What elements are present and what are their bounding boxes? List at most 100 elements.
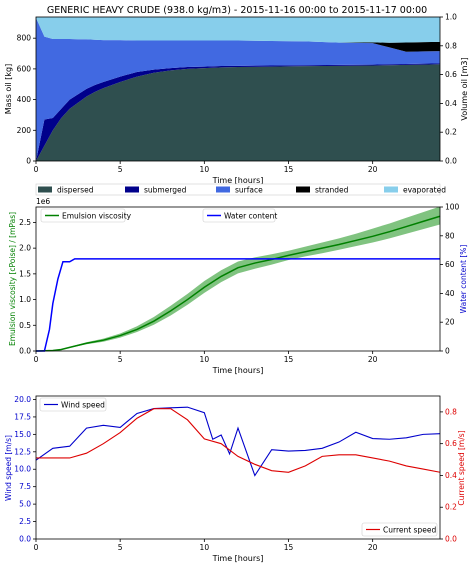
viscosity-legend: Emulsion viscosity bbox=[40, 208, 132, 223]
legend-frame bbox=[35, 183, 441, 196]
x-tick-label: 0 bbox=[34, 543, 39, 552]
area-stranded bbox=[36, 17, 440, 52]
viscosity-x-label: Time [hours] bbox=[212, 366, 264, 375]
y-tick-label: 0.0 bbox=[19, 347, 31, 356]
mass-legend: dispersed submerged surface stranded evapora… bbox=[35, 183, 446, 196]
y-tick-label: 5.0 bbox=[19, 500, 31, 509]
legend-label-submerged: submerged bbox=[144, 186, 187, 195]
y-tick-label: 10.0 bbox=[14, 465, 31, 474]
viscosity-band bbox=[36, 206, 440, 351]
y-tick-label: 0.0 bbox=[19, 535, 31, 544]
y-tick-label-right: 20 bbox=[445, 318, 455, 327]
y-tick-label: 1.5 bbox=[19, 269, 31, 278]
legend-swatch-stranded bbox=[296, 186, 310, 193]
area-surface bbox=[36, 17, 440, 162]
water-content-line bbox=[36, 258, 440, 352]
mass-y-ticks-right: 0.0 0.2 0.4 0.6 0.8 1.0 bbox=[440, 13, 457, 166]
y-tick-label: 20.0 bbox=[14, 395, 31, 404]
y-tick-label-right: 100 bbox=[445, 203, 460, 212]
legend-label-dispersed: dispersed bbox=[57, 186, 94, 195]
viscosity-chart: 0 5 10 15 20 0.0 0.5 1.0 1.5 2.0 2.5 0 20 40 60 80 100… bbox=[8, 197, 468, 375]
mass-chart-title: GENERIC HEAVY CRUDE (938.0 kg/m3) - 2015… bbox=[47, 5, 427, 16]
current-legend-label: Current speed bbox=[383, 526, 436, 535]
y-tick-label-right: 0 bbox=[445, 347, 450, 356]
x-tick-label: 5 bbox=[118, 165, 123, 174]
x-tick-label: 5 bbox=[118, 355, 123, 364]
legend-label-evaporated: evaporated bbox=[403, 186, 446, 195]
x-tick-label: 20 bbox=[368, 543, 378, 552]
speed-x-label: Time [hours] bbox=[212, 554, 264, 563]
viscosity-offset-label: 1e6 bbox=[36, 197, 50, 206]
y-tick-label-right: 0.6 bbox=[445, 439, 457, 448]
y-tick-label: 12.5 bbox=[14, 447, 31, 456]
wind-y-label: Wind speed [m/s] bbox=[4, 435, 13, 501]
x-tick-label: 15 bbox=[284, 543, 294, 552]
wind-speed-line bbox=[35, 406, 441, 477]
viscosity-y-ticks: 0.0 0.5 1.0 1.5 2.0 2.5 bbox=[19, 218, 36, 356]
legend-swatch-submerged bbox=[125, 186, 139, 193]
mass-y-label-right: Volume oil [m3] bbox=[460, 57, 469, 120]
y-tick-label-right: 0.8 bbox=[445, 407, 457, 416]
y-tick-label-right: 40 bbox=[445, 289, 455, 298]
y-tick-label: 2.5 bbox=[19, 218, 31, 227]
x-tick-label: 10 bbox=[200, 543, 210, 552]
y-tick-label: 600 bbox=[17, 64, 32, 73]
speed-marks bbox=[35, 406, 441, 477]
y-tick-label: 1.0 bbox=[19, 295, 31, 304]
y-tick-label: 2.5 bbox=[19, 517, 31, 526]
y-tick-label: 15.0 bbox=[14, 430, 31, 439]
y-tick-label: 800 bbox=[17, 34, 32, 43]
y-tick-label: 0 bbox=[26, 157, 31, 166]
y-tick-label: 200 bbox=[17, 126, 32, 135]
mass-chart: GENERIC HEAVY CRUDE (938.0 kg/m3) - 2015… bbox=[4, 5, 469, 196]
y-tick-label-right: 0.0 bbox=[445, 157, 457, 166]
x-tick-label: 0 bbox=[34, 355, 39, 364]
y-tick-label-right: 60 bbox=[445, 260, 455, 269]
y-tick-label: 400 bbox=[17, 95, 32, 104]
current-legend-box bbox=[361, 522, 438, 537]
viscosity-legend-box bbox=[40, 208, 126, 223]
viscosity-y-label: Emulsion viscosity [cPoise] / [mPas] bbox=[8, 212, 17, 346]
mass-areas bbox=[36, 17, 440, 162]
water-y-ticks-right: 0 20 40 60 80 100 bbox=[440, 203, 460, 356]
water-legend: Water content bbox=[202, 208, 277, 223]
y-tick-label-right: 0.0 bbox=[445, 535, 457, 544]
legend-swatch-surface bbox=[216, 186, 230, 193]
x-tick-label: 20 bbox=[368, 165, 378, 174]
x-tick-label: 10 bbox=[200, 355, 210, 364]
viscosity-plot-frame bbox=[35, 206, 441, 352]
y-tick-label-right: 1.0 bbox=[445, 13, 457, 22]
mass-y-ticks: 0 200 400 600 800 bbox=[17, 34, 36, 166]
viscosity-marks bbox=[35, 206, 441, 352]
y-tick-label: 17.5 bbox=[14, 412, 31, 421]
speed-x-ticks: 0 5 10 15 20 bbox=[34, 539, 378, 552]
wind-legend-label: Wind speed bbox=[61, 401, 105, 410]
mass-y-label: Mass oil [kg] bbox=[4, 64, 13, 115]
y-tick-label: 7.5 bbox=[19, 482, 31, 491]
current-y-ticks-right: 0.0 0.2 0.4 0.6 0.8 bbox=[440, 407, 457, 544]
x-tick-label: 15 bbox=[284, 165, 294, 174]
current-legend: Current speed bbox=[361, 522, 438, 537]
y-tick-label: 0.5 bbox=[19, 321, 31, 330]
mass-x-label: Time [hours] bbox=[212, 176, 264, 185]
wind-y-ticks: 0.0 2.5 5.0 7.5 10.0 12.5 15.0 17.5 20.0 bbox=[14, 395, 36, 544]
y-tick-label: 2.0 bbox=[19, 244, 31, 253]
y-tick-label-right: 0.8 bbox=[445, 41, 457, 50]
water-y-label-right: Water content [%] bbox=[459, 245, 468, 314]
x-tick-label: 0 bbox=[34, 165, 39, 174]
x-tick-label: 10 bbox=[200, 165, 210, 174]
y-tick-label-right: 0.4 bbox=[445, 99, 457, 108]
x-tick-label: 20 bbox=[368, 355, 378, 364]
legend-label-surface: surface bbox=[235, 186, 263, 195]
y-tick-label-right: 80 bbox=[445, 231, 455, 240]
x-tick-label: 5 bbox=[118, 543, 123, 552]
mass-x-ticks: 0 5 10 15 20 bbox=[34, 161, 378, 174]
x-tick-label: 15 bbox=[284, 355, 294, 364]
viscosity-line bbox=[35, 215, 441, 352]
viscosity-x-ticks: 0 5 10 15 20 bbox=[34, 351, 378, 364]
water-legend-label: Water content bbox=[224, 212, 277, 221]
current-y-label-right: Current speed [m/s] bbox=[457, 430, 466, 505]
legend-swatch-dispersed bbox=[38, 186, 52, 193]
y-tick-label-right: 0.6 bbox=[445, 70, 457, 79]
